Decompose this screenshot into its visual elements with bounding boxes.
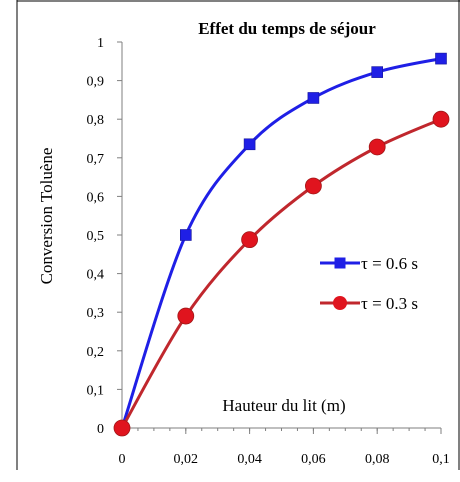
axes (121, 42, 441, 429)
y-tick-label: 1 (97, 36, 104, 51)
y-tick-label: 0,2 (87, 345, 105, 360)
series-0-point (243, 138, 256, 151)
series-0-point (180, 229, 192, 241)
y-tick-label: 0,5 (87, 229, 105, 244)
x-tick-label: 0,04 (237, 452, 262, 467)
legend-marker-1 (333, 296, 347, 310)
series-1-point (177, 307, 195, 325)
y-tick-label: 0,3 (87, 306, 105, 321)
legend-label-0: τ = 0.6 s (361, 254, 418, 273)
y-tick-label: 0,8 (87, 113, 105, 128)
y-tick-label: 0,6 (87, 190, 105, 205)
tick-marks: 0 0,1 0,2 0,3 0,4 0,5 0,6 0,7 0,8 0,9 1 0 0,02 0,04 0,… (87, 36, 450, 467)
x-tick-label: 0 (119, 452, 126, 467)
series-1-point (432, 110, 450, 128)
x-tick-label: 0,08 (365, 452, 390, 467)
legend: τ = 0.6 s τ = 0.3 s (320, 254, 418, 313)
legend-marker-0 (334, 257, 346, 269)
y-tick-label: 0 (97, 422, 104, 437)
y-tick-label: 0,4 (87, 268, 105, 283)
series-1-point (304, 177, 322, 195)
series-0-point (435, 52, 447, 65)
x-tick-label: 0,1 (432, 452, 450, 467)
series-0-point (371, 66, 384, 78)
chart-title: Effet du temps de séjour (198, 19, 376, 38)
y-tick-label: 0,7 (87, 152, 105, 167)
y-axis-label: Conversion Toluène (37, 148, 56, 285)
series-1-point (368, 138, 386, 156)
series-layer (113, 52, 450, 437)
x-tick-label: 0,06 (301, 452, 326, 467)
series-0-point (307, 92, 320, 104)
y-tick-label: 0,9 (87, 75, 105, 90)
y-tick-label: 0,1 (87, 383, 105, 398)
series-1-point (113, 419, 131, 437)
series-1-point (241, 231, 259, 249)
x-axis-label: Hauteur du lit (m) (222, 396, 345, 415)
x-tick-label: 0,02 (174, 452, 199, 467)
legend-label-1: τ = 0.3 s (361, 294, 418, 313)
series-line-0 (120, 57, 442, 429)
